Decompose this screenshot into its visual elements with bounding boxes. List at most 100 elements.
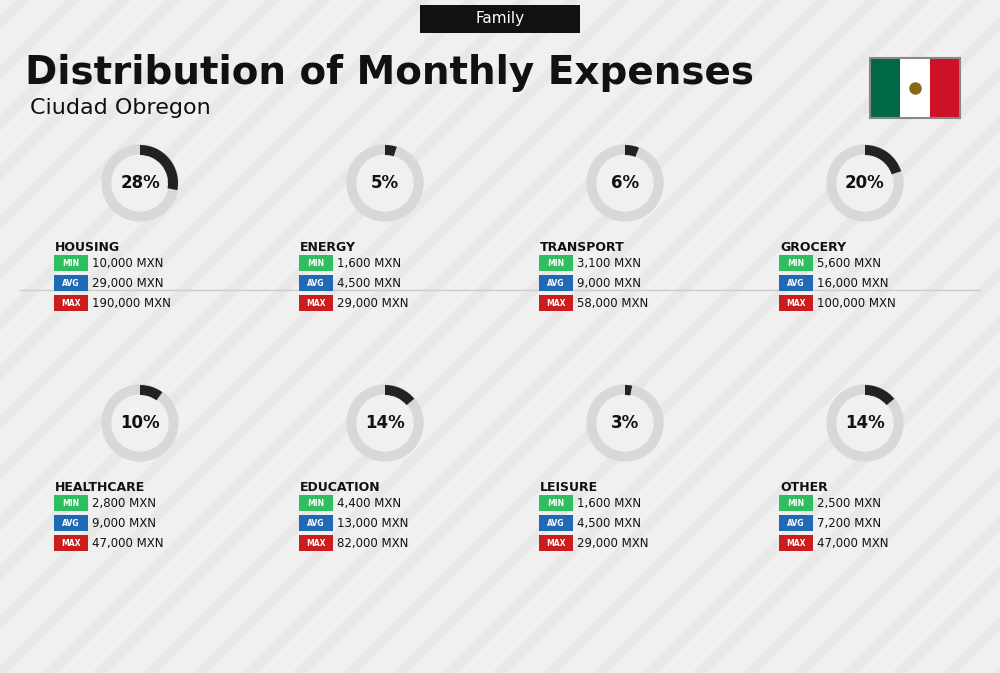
- Text: 2,800 MXN: 2,800 MXN: [92, 497, 156, 509]
- Text: Distribution of Monthly Expenses: Distribution of Monthly Expenses: [25, 54, 754, 92]
- Text: 13,000 MXN: 13,000 MXN: [337, 516, 408, 530]
- Text: MIN: MIN: [547, 258, 565, 267]
- FancyBboxPatch shape: [779, 275, 813, 291]
- FancyBboxPatch shape: [54, 275, 88, 291]
- FancyBboxPatch shape: [299, 515, 333, 531]
- Text: 29,000 MXN: 29,000 MXN: [337, 297, 409, 310]
- Text: AVG: AVG: [547, 518, 565, 528]
- Text: MAX: MAX: [306, 538, 326, 548]
- Circle shape: [587, 385, 663, 461]
- Text: 4,500 MXN: 4,500 MXN: [577, 516, 641, 530]
- Text: 9,000 MXN: 9,000 MXN: [92, 516, 156, 530]
- Text: Ciudad Obregon: Ciudad Obregon: [30, 98, 211, 118]
- Circle shape: [837, 395, 893, 451]
- FancyBboxPatch shape: [539, 495, 573, 511]
- Text: ENERGY: ENERGY: [300, 241, 356, 254]
- FancyBboxPatch shape: [539, 515, 573, 531]
- Text: 10%: 10%: [120, 414, 160, 432]
- Circle shape: [597, 155, 653, 211]
- Text: 47,000 MXN: 47,000 MXN: [817, 536, 889, 549]
- Text: MAX: MAX: [61, 538, 81, 548]
- FancyBboxPatch shape: [779, 495, 813, 511]
- Text: AVG: AVG: [62, 279, 80, 287]
- Circle shape: [102, 145, 178, 221]
- FancyBboxPatch shape: [539, 255, 573, 271]
- Text: MIN: MIN: [307, 499, 325, 507]
- Text: 10,000 MXN: 10,000 MXN: [92, 256, 163, 269]
- Text: 1,600 MXN: 1,600 MXN: [337, 256, 401, 269]
- FancyBboxPatch shape: [779, 515, 813, 531]
- Circle shape: [827, 385, 903, 461]
- Wedge shape: [385, 145, 397, 156]
- Text: 14%: 14%: [365, 414, 405, 432]
- Text: AVG: AVG: [547, 279, 565, 287]
- FancyBboxPatch shape: [539, 295, 573, 311]
- FancyBboxPatch shape: [930, 58, 960, 118]
- Text: 4,400 MXN: 4,400 MXN: [337, 497, 401, 509]
- Text: 58,000 MXN: 58,000 MXN: [577, 297, 648, 310]
- Text: 82,000 MXN: 82,000 MXN: [337, 536, 408, 549]
- Text: HEALTHCARE: HEALTHCARE: [55, 481, 145, 494]
- FancyBboxPatch shape: [54, 535, 88, 551]
- Text: 100,000 MXN: 100,000 MXN: [817, 297, 896, 310]
- Text: 16,000 MXN: 16,000 MXN: [817, 277, 889, 289]
- Text: 29,000 MXN: 29,000 MXN: [577, 536, 648, 549]
- FancyBboxPatch shape: [779, 535, 813, 551]
- Circle shape: [587, 145, 663, 221]
- Wedge shape: [865, 385, 894, 405]
- Text: MAX: MAX: [786, 538, 806, 548]
- FancyBboxPatch shape: [299, 495, 333, 511]
- Circle shape: [102, 385, 178, 461]
- Text: HOUSING: HOUSING: [55, 241, 120, 254]
- Text: 3%: 3%: [611, 414, 639, 432]
- FancyBboxPatch shape: [54, 295, 88, 311]
- Text: MIN: MIN: [787, 258, 805, 267]
- FancyBboxPatch shape: [299, 295, 333, 311]
- Text: 28%: 28%: [120, 174, 160, 192]
- Text: MIN: MIN: [62, 499, 80, 507]
- Circle shape: [112, 395, 168, 451]
- FancyBboxPatch shape: [779, 295, 813, 311]
- Text: 2,500 MXN: 2,500 MXN: [817, 497, 881, 509]
- Text: MIN: MIN: [307, 258, 325, 267]
- FancyBboxPatch shape: [779, 255, 813, 271]
- FancyBboxPatch shape: [54, 255, 88, 271]
- Text: 20%: 20%: [845, 174, 885, 192]
- FancyBboxPatch shape: [539, 275, 573, 291]
- Text: MAX: MAX: [61, 299, 81, 308]
- Text: 6%: 6%: [611, 174, 639, 192]
- Text: 29,000 MXN: 29,000 MXN: [92, 277, 164, 289]
- Circle shape: [827, 145, 903, 221]
- Wedge shape: [865, 145, 901, 174]
- Wedge shape: [140, 145, 178, 190]
- Text: MIN: MIN: [547, 499, 565, 507]
- Text: GROCERY: GROCERY: [780, 241, 846, 254]
- Text: AVG: AVG: [307, 518, 325, 528]
- Text: 47,000 MXN: 47,000 MXN: [92, 536, 164, 549]
- Circle shape: [347, 145, 423, 221]
- Circle shape: [357, 155, 413, 211]
- Text: AVG: AVG: [62, 518, 80, 528]
- Text: MIN: MIN: [787, 499, 805, 507]
- Text: OTHER: OTHER: [780, 481, 828, 494]
- Text: 14%: 14%: [845, 414, 885, 432]
- Text: MAX: MAX: [546, 299, 566, 308]
- Text: 190,000 MXN: 190,000 MXN: [92, 297, 171, 310]
- FancyBboxPatch shape: [54, 515, 88, 531]
- Text: MAX: MAX: [546, 538, 566, 548]
- Text: AVG: AVG: [787, 279, 805, 287]
- Circle shape: [597, 395, 653, 451]
- Text: 9,000 MXN: 9,000 MXN: [577, 277, 641, 289]
- Text: 5%: 5%: [371, 174, 399, 192]
- Wedge shape: [625, 145, 639, 157]
- FancyBboxPatch shape: [299, 255, 333, 271]
- FancyBboxPatch shape: [870, 58, 900, 118]
- Wedge shape: [140, 385, 162, 400]
- Text: AVG: AVG: [787, 518, 805, 528]
- FancyBboxPatch shape: [420, 5, 580, 33]
- FancyBboxPatch shape: [299, 275, 333, 291]
- Text: EDUCATION: EDUCATION: [300, 481, 381, 494]
- Text: MIN: MIN: [62, 258, 80, 267]
- FancyBboxPatch shape: [54, 495, 88, 511]
- FancyBboxPatch shape: [299, 535, 333, 551]
